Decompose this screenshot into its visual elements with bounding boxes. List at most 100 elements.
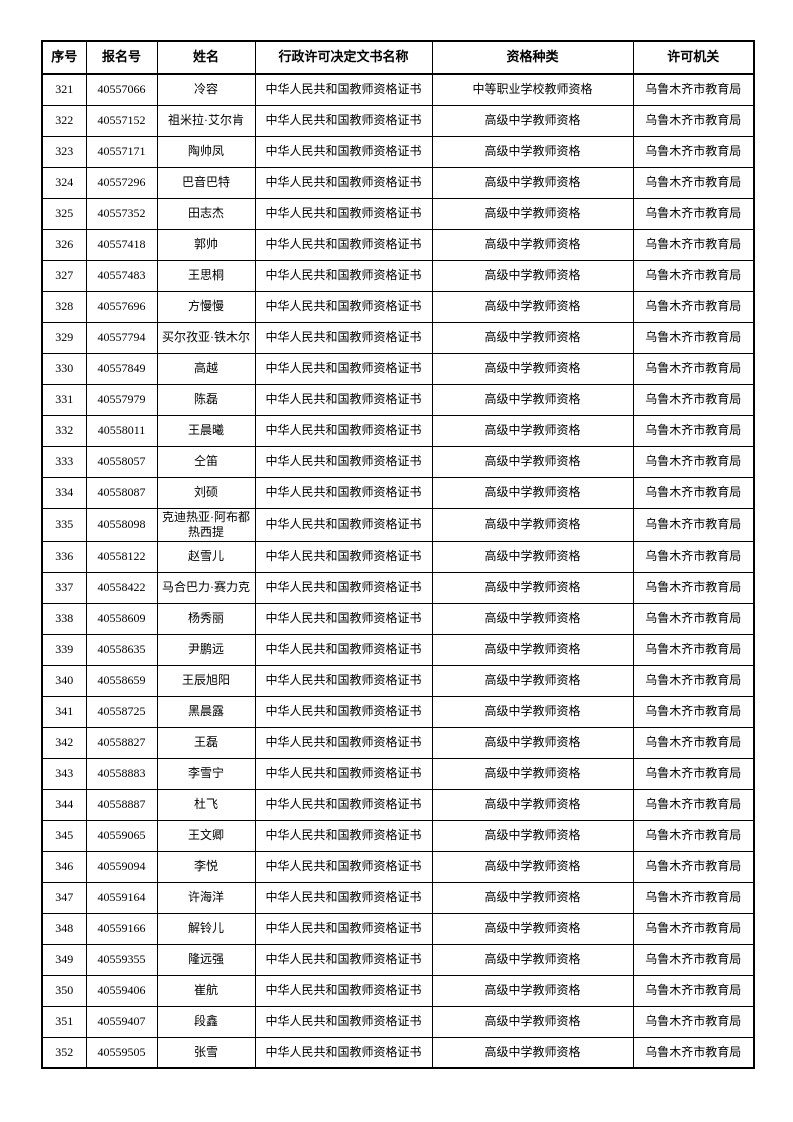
cell-qualification-type: 高级中学教师资格 [431,881,634,914]
cell-index: 334 [41,476,87,509]
cell-index: 343 [41,757,87,790]
table-row: 321 40557066 冷容 中华人民共和国教师资格证书 中等职业学校教师资格 乌鲁木齐… [41,73,755,106]
cell-name: 杜飞 [156,788,256,821]
cell-licensing-authority: 乌鲁木齐市教育局 [632,943,755,976]
cell-name: 郭帅 [156,228,256,261]
cell-registration-number: 40559164 [85,881,158,914]
cell-licensing-authority: 乌鲁木齐市教育局 [632,912,755,945]
cell-registration-number: 40558098 [85,507,158,542]
column-header-qualification-type: 资格种类 [431,40,634,75]
cell-name: 王文卿 [156,819,256,852]
cell-index: 345 [41,819,87,852]
cell-registration-number: 40558122 [85,540,158,573]
cell-license-document-name: 中华人民共和国教师资格证书 [254,664,433,697]
cell-qualification-type: 高级中学教师资格 [431,664,634,697]
cell-index: 327 [41,259,87,292]
cell-name: 解铃儿 [156,912,256,945]
cell-registration-number: 40559065 [85,819,158,852]
table-row: 322 40557152 祖米拉·艾尔肯 中华人民共和国教师资格证书 高级中学教师资格乌… [41,104,755,137]
cell-name: 巴音巴特 [156,166,256,199]
cell-license-document-name: 中华人民共和国教师资格证书 [254,1036,433,1069]
cell-registration-number: 40558011 [85,414,158,447]
table-row: 338 40558609 杨秀丽 中华人民共和国教师资格证书 高级中学教师资格 乌鲁木齐市… [41,602,755,635]
cell-registration-number: 40558883 [85,757,158,790]
cell-qualification-type: 高级中学教师资格 [431,912,634,945]
cell-name: 冷容 [156,73,256,106]
cell-index: 340 [41,664,87,697]
cell-registration-number: 40557418 [85,228,158,261]
cell-index: 335 [41,507,87,542]
cell-registration-number: 40559355 [85,943,158,976]
cell-index: 347 [41,881,87,914]
table-row: 348 40559166 解铃儿 中华人民共和国教师资格证书 高级中学教师资格 乌鲁木齐市… [41,912,755,945]
cell-registration-number: 40557696 [85,290,158,323]
cell-registration-number: 40559094 [85,850,158,883]
cell-qualification-type: 高级中学教师资格 [431,476,634,509]
cell-name: 黑晨露 [156,695,256,728]
table-header-row: 序号 报名号 姓名 行政许可决定文书名称 资格种类 许可机关 [41,40,755,75]
table-row: 337 40558422 马合巴力·赛力克 中华人民共和国教师资格证书 高级中学教师资格… [41,571,755,604]
table-row: 332 40558011 王晨曦 中华人民共和国教师资格证书 高级中学教师资格 乌鲁木齐市… [41,414,755,447]
cell-name: 高越 [156,352,256,385]
cell-qualification-type: 高级中学教师资格 [431,695,634,728]
cell-registration-number: 40557171 [85,135,158,168]
cell-license-document-name: 中华人民共和国教师资格证书 [254,290,433,323]
table-row: 324 40557296 巴音巴特 中华人民共和国教师资格证书 高级中学教师资格 乌鲁木齐… [41,166,755,199]
cell-name: 隆远强 [156,943,256,976]
table-row: 331 40557979 陈磊 中华人民共和国教师资格证书 高级中学教师资格 乌鲁木齐市教… [41,383,755,416]
cell-licensing-authority: 乌鲁木齐市教育局 [632,290,755,323]
cell-name: 刘硕 [156,476,256,509]
cell-name: 王思桐 [156,259,256,292]
cell-licensing-authority: 乌鲁木齐市教育局 [632,664,755,697]
cell-registration-number: 40558827 [85,726,158,759]
cell-index: 351 [41,1005,87,1038]
cell-qualification-type: 高级中学教师资格 [431,445,634,478]
cell-registration-number: 40557794 [85,321,158,354]
table-row: 336 40558122 赵雪儿 中华人民共和国教师资格证书 高级中学教师资格 乌鲁木齐市… [41,540,755,573]
cell-license-document-name: 中华人民共和国教师资格证书 [254,540,433,573]
cell-license-document-name: 中华人民共和国教师资格证书 [254,259,433,292]
cell-qualification-type: 高级中学教师资格 [431,1005,634,1038]
cell-licensing-authority: 乌鲁木齐市教育局 [632,166,755,199]
cell-index: 350 [41,974,87,1007]
cell-index: 333 [41,445,87,478]
cell-index: 321 [41,73,87,106]
cell-registration-number: 40558635 [85,633,158,666]
cell-name: 王晨曦 [156,414,256,447]
table-row: 342 40558827 王磊 中华人民共和国教师资格证书 高级中学教师资格 乌鲁木齐市教… [41,726,755,759]
cell-license-document-name: 中华人民共和国教师资格证书 [254,197,433,230]
cell-licensing-authority: 乌鲁木齐市教育局 [632,228,755,261]
cell-qualification-type: 高级中学教师资格 [431,383,634,416]
cell-index: 331 [41,383,87,416]
cell-index: 341 [41,695,87,728]
cell-licensing-authority: 乌鲁木齐市教育局 [632,476,755,509]
cell-name: 许海洋 [156,881,256,914]
cell-qualification-type: 高级中学教师资格 [431,633,634,666]
cell-qualification-type: 高级中学教师资格 [431,104,634,137]
cell-qualification-type: 中等职业学校教师资格 [431,73,634,106]
cell-index: 338 [41,602,87,635]
cell-name: 张雪 [156,1036,256,1069]
cell-qualification-type: 高级中学教师资格 [431,943,634,976]
cell-license-document-name: 中华人民共和国教师资格证书 [254,507,433,542]
cell-licensing-authority: 乌鲁木齐市教育局 [632,633,755,666]
cell-index: 352 [41,1036,87,1069]
cell-licensing-authority: 乌鲁木齐市教育局 [632,135,755,168]
cell-index: 326 [41,228,87,261]
cell-name: 祖米拉·艾尔肯 [156,104,256,137]
cell-license-document-name: 中华人民共和国教师资格证书 [254,383,433,416]
cell-qualification-type: 高级中学教师资格 [431,540,634,573]
cell-qualification-type: 高级中学教师资格 [431,259,634,292]
cell-qualification-type: 高级中学教师资格 [431,352,634,385]
cell-index: 328 [41,290,87,323]
cell-qualification-type: 高级中学教师资格 [431,819,634,852]
table-row: 327 40557483 王思桐 中华人民共和国教师资格证书 高级中学教师资格 乌鲁木齐市… [41,259,755,292]
table-row: 351 40559407 段鑫 中华人民共和国教师资格证书 高级中学教师资格 乌鲁木齐市教… [41,1005,755,1038]
cell-name: 王辰旭阳 [156,664,256,697]
table-body: 321 40557066 冷容 中华人民共和国教师资格证书 中等职业学校教师资格 乌鲁木齐… [41,73,755,1069]
cell-licensing-authority: 乌鲁木齐市教育局 [632,507,755,542]
cell-name: 马合巴力·赛力克 [156,571,256,604]
cell-licensing-authority: 乌鲁木齐市教育局 [632,540,755,573]
table-row: 330 40557849 高越 中华人民共和国教师资格证书 高级中学教师资格 乌鲁木齐市教… [41,352,755,385]
